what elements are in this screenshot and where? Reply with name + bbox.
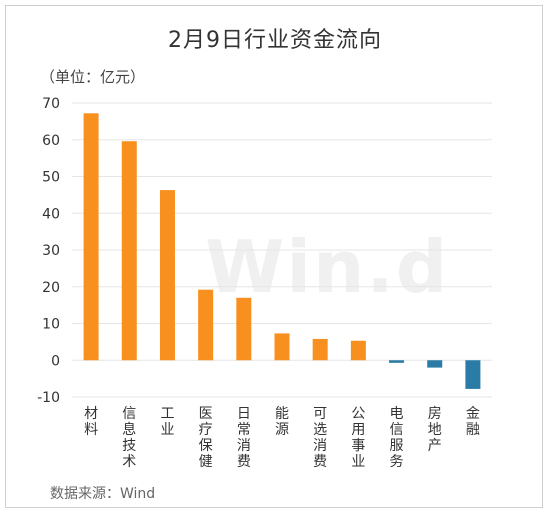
x-tick-label: 疗: [199, 422, 213, 438]
x-tick-label: 产: [428, 438, 442, 454]
x-tick-label: 电: [390, 406, 404, 422]
x-tick-label: 健: [199, 454, 213, 470]
x-tick-label: 信: [122, 406, 136, 422]
chart-frame: [5, 5, 543, 508]
x-tick-label: 术: [122, 454, 136, 470]
x-tick-label: 费: [237, 454, 251, 470]
bar: [121, 141, 137, 361]
x-tick-label: 房: [428, 406, 442, 422]
x-tick-label: 消: [237, 438, 251, 454]
x-tick-label: 费: [313, 454, 327, 470]
x-tick-label: 材: [84, 406, 98, 422]
bar: [427, 360, 443, 368]
x-tick-label: 融: [466, 422, 480, 438]
x-tick-label: 料: [84, 422, 98, 438]
x-tick-label: 能: [275, 406, 289, 422]
bar: [312, 338, 328, 361]
x-tick-label: 消: [313, 438, 327, 454]
x-tick-label: 信: [390, 422, 404, 438]
bar: [198, 289, 214, 361]
y-tick-label: -10: [37, 390, 60, 406]
bar: [236, 297, 252, 361]
bar: [274, 333, 290, 361]
x-tick-label: 常: [237, 422, 251, 438]
x-tick-label: 日: [237, 406, 251, 422]
y-tick-label: 40: [42, 206, 60, 222]
y-tick-label: 30: [42, 243, 60, 259]
x-tick-label: 业: [160, 422, 174, 438]
bar: [83, 113, 99, 361]
source-note: 数据来源：Wind: [50, 486, 156, 502]
y-tick-label: 10: [42, 317, 60, 333]
x-tick-label: 业: [351, 454, 365, 470]
x-tick-label: 公: [351, 406, 365, 422]
x-tick-label: 息: [122, 421, 136, 438]
bar: [389, 360, 405, 363]
x-tick-label: 技: [122, 438, 136, 454]
x-tick-label: 医: [199, 406, 213, 422]
x-tick-label: 事: [351, 438, 365, 454]
chart-title: 2月9日行业资金流向: [168, 28, 382, 53]
x-tick-label: 用: [351, 422, 365, 438]
x-tick-label: 服: [390, 438, 404, 454]
bar: [159, 190, 175, 361]
bar: [350, 340, 366, 361]
x-tick-label: 地: [428, 422, 442, 438]
x-tick-label: 源: [275, 422, 289, 438]
x-tick-label: 务: [390, 454, 404, 470]
x-tick-label: 选: [313, 422, 327, 438]
x-tick-label: 可: [313, 406, 327, 422]
x-tick-label: 金: [466, 406, 480, 422]
x-tick-label: 工: [160, 406, 174, 422]
x-tick-label: 保: [199, 438, 213, 454]
y-tick-label: 0: [51, 353, 60, 369]
y-tick-label: 60: [42, 133, 60, 149]
y-tick-label: 50: [42, 170, 60, 186]
watermark: Win.d: [205, 225, 450, 309]
y-tick-label: 70: [42, 96, 60, 112]
unit-label: （单位：亿元）: [40, 68, 146, 86]
bar: [465, 360, 481, 389]
y-tick-label: 20: [42, 280, 60, 296]
